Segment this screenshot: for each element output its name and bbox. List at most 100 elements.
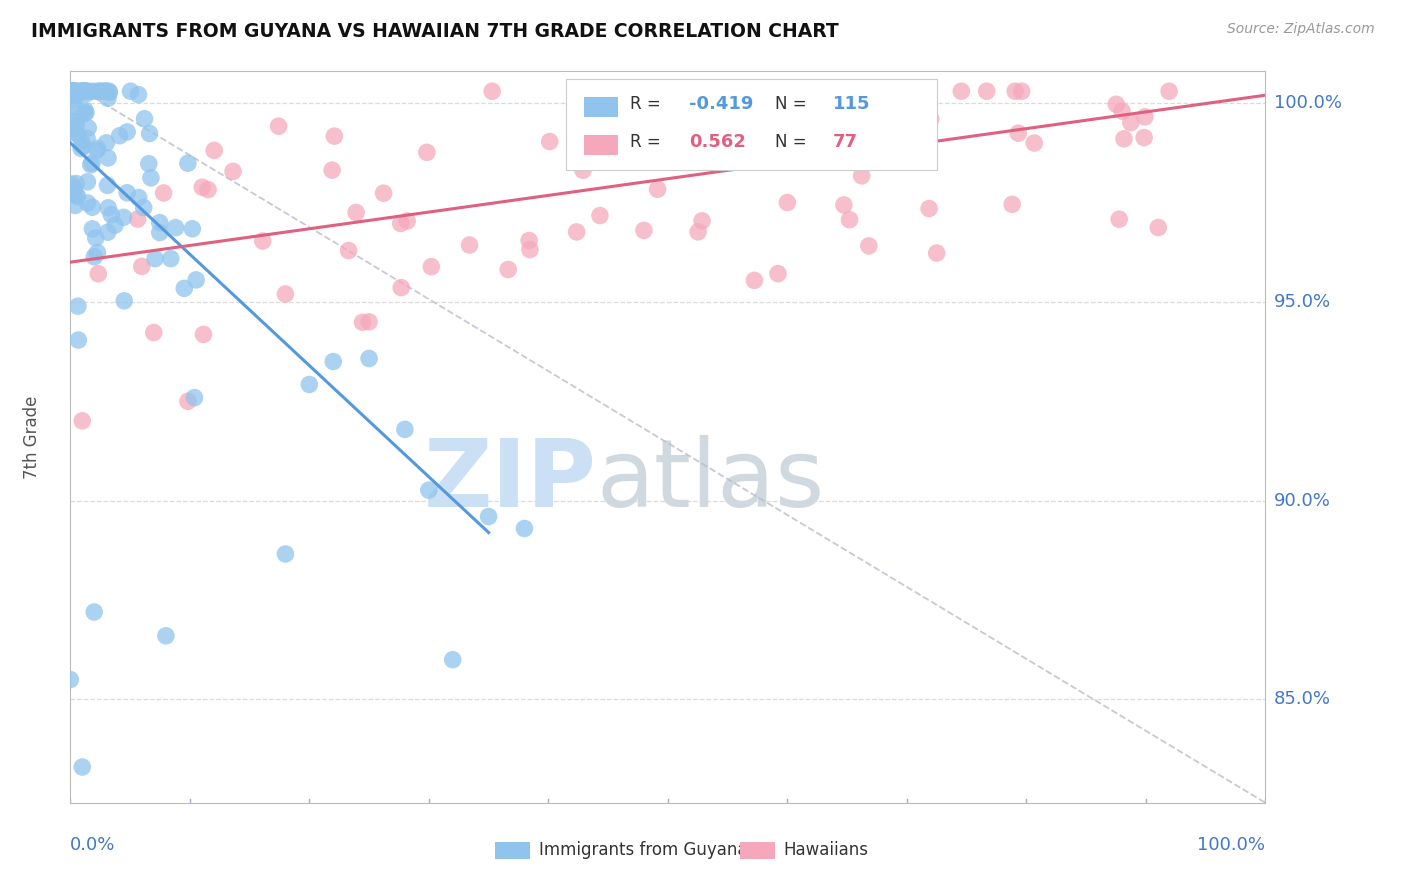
Point bbox=[66, 190, 89, 204]
Point bbox=[60, 125, 83, 139]
Point bbox=[925, 246, 948, 260]
Point bbox=[115, 186, 138, 200]
Point bbox=[76, 87, 98, 101]
Point bbox=[127, 212, 149, 227]
Text: atlas: atlas bbox=[596, 435, 824, 527]
Point bbox=[420, 260, 443, 274]
Point bbox=[97, 151, 120, 165]
Point bbox=[96, 178, 118, 193]
Text: 115: 115 bbox=[832, 95, 870, 113]
Text: IMMIGRANTS FROM GUYANA VS HAWAIIAN 7TH GRADE CORRELATION CHART: IMMIGRANTS FROM GUYANA VS HAWAIIAN 7TH G… bbox=[31, 22, 839, 41]
Point bbox=[73, 103, 96, 117]
Point bbox=[717, 155, 740, 169]
Point bbox=[60, 94, 83, 108]
Point bbox=[66, 111, 89, 125]
Text: N =: N = bbox=[776, 95, 813, 113]
Text: Immigrants from Guyana: Immigrants from Guyana bbox=[538, 841, 747, 859]
Point bbox=[139, 170, 162, 185]
Point bbox=[134, 112, 156, 126]
Point bbox=[1112, 132, 1135, 146]
Point bbox=[252, 234, 274, 248]
Point bbox=[416, 145, 439, 160]
Point bbox=[70, 135, 93, 149]
Point bbox=[63, 84, 86, 98]
Point bbox=[776, 195, 799, 210]
Point bbox=[1159, 84, 1181, 98]
Point bbox=[100, 208, 122, 222]
Point bbox=[396, 214, 419, 228]
Point bbox=[86, 84, 108, 98]
Point bbox=[63, 84, 86, 98]
Point bbox=[1001, 197, 1024, 211]
Point bbox=[664, 95, 686, 109]
Point bbox=[352, 315, 374, 329]
Point bbox=[94, 84, 117, 98]
Text: ZIP: ZIP bbox=[423, 435, 596, 527]
Point bbox=[181, 221, 204, 235]
Point bbox=[138, 157, 160, 171]
Point bbox=[152, 186, 174, 200]
Point bbox=[142, 326, 165, 340]
Point bbox=[82, 222, 104, 236]
Text: 7th Grade: 7th Grade bbox=[22, 395, 41, 479]
Point bbox=[70, 760, 93, 774]
Point bbox=[274, 287, 297, 301]
Point bbox=[60, 121, 83, 136]
Point bbox=[76, 84, 98, 98]
Point bbox=[458, 238, 481, 252]
Point bbox=[89, 84, 111, 98]
Point bbox=[513, 521, 536, 535]
Point bbox=[918, 202, 941, 216]
Bar bbox=[495, 841, 530, 859]
Point bbox=[688, 225, 710, 239]
Point bbox=[1105, 97, 1128, 112]
Point bbox=[120, 84, 142, 98]
Point bbox=[98, 86, 121, 100]
Point bbox=[851, 169, 873, 183]
Point bbox=[766, 267, 789, 281]
Point bbox=[75, 105, 97, 120]
Point bbox=[186, 273, 208, 287]
Point bbox=[131, 260, 153, 274]
Point bbox=[72, 414, 94, 428]
Point bbox=[920, 112, 942, 126]
Point bbox=[838, 212, 860, 227]
Point bbox=[193, 327, 215, 342]
Point bbox=[67, 128, 90, 142]
Point bbox=[76, 175, 98, 189]
Text: 0.0%: 0.0% bbox=[70, 836, 115, 854]
Point bbox=[62, 84, 84, 98]
Point bbox=[572, 163, 595, 178]
Point bbox=[744, 273, 766, 287]
Point bbox=[794, 143, 817, 157]
Point bbox=[82, 84, 104, 98]
Point bbox=[62, 84, 84, 98]
Point bbox=[76, 196, 98, 211]
Point bbox=[65, 119, 87, 133]
Point bbox=[60, 84, 83, 98]
Point bbox=[389, 217, 412, 231]
Point bbox=[373, 186, 395, 201]
Point bbox=[394, 422, 416, 436]
Point bbox=[132, 201, 155, 215]
Point bbox=[202, 144, 225, 158]
Point bbox=[63, 185, 86, 199]
Point bbox=[60, 114, 83, 128]
Point bbox=[481, 84, 503, 98]
Point bbox=[908, 112, 931, 127]
Point bbox=[62, 181, 84, 195]
Point bbox=[359, 351, 381, 366]
Point bbox=[647, 182, 669, 196]
Point bbox=[1133, 130, 1156, 145]
Point bbox=[82, 200, 104, 214]
Point bbox=[478, 509, 501, 524]
Point bbox=[517, 234, 540, 248]
Point bbox=[690, 214, 713, 228]
Point bbox=[75, 84, 97, 98]
Point bbox=[832, 198, 855, 212]
Text: 77: 77 bbox=[832, 133, 858, 152]
Point bbox=[94, 84, 117, 98]
Point bbox=[65, 187, 87, 202]
Point bbox=[740, 84, 762, 98]
Point bbox=[60, 84, 83, 98]
